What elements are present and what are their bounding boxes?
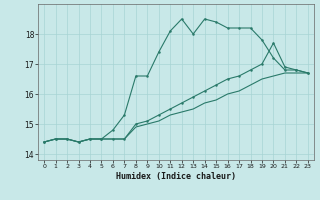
X-axis label: Humidex (Indice chaleur): Humidex (Indice chaleur) (116, 172, 236, 181)
